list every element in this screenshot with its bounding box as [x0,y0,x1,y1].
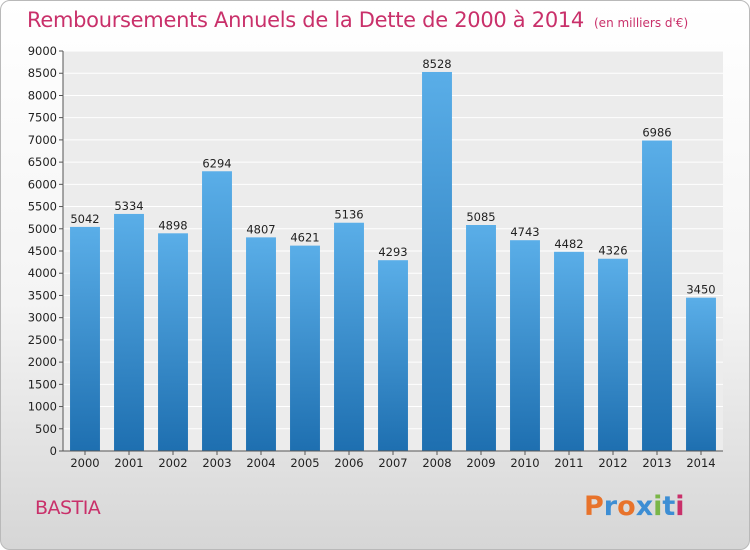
data-label-2002: 4898 [158,218,187,232]
data-label-2000: 5042 [70,212,99,226]
logo-letter: i [653,491,663,522]
y-tick-label: 3000 [28,311,57,325]
chart-title: Remboursements Annuels de la Dette de 20… [27,8,688,32]
logo-letter: i [675,491,685,522]
x-tick-label: 2011 [554,456,583,470]
y-axis: 0 500 1000 1500 2000 2500 3000 3500 4000 4500 5000… [28,44,64,458]
x-tick-label: 2000 [70,456,99,470]
bar-2001 [114,213,144,451]
data-label-2013: 6986 [642,126,671,140]
y-tick-label: 7500 [28,111,57,125]
y-tick-label: 2000 [28,355,57,369]
bar-2000 [70,226,100,451]
y-tick-label: 3500 [28,288,57,302]
data-label-2006: 5136 [334,208,363,222]
logo-letter: r [603,491,618,522]
commune-name: BASTIA [35,497,101,519]
logo-letter: P [584,491,604,522]
y-tick-label: 0 [50,444,57,458]
bar-2009 [466,225,496,451]
x-tick-label: 2014 [686,456,715,470]
x-tick-label: 2005 [290,456,319,470]
y-tick-label: 8500 [28,66,57,80]
x-tick-label: 2001 [114,456,143,470]
y-tick-label: 4500 [28,244,57,258]
data-label-2007: 4293 [378,245,407,259]
x-tick-label: 2009 [466,456,495,470]
y-tick-label: 2500 [28,333,57,347]
data-label-2005: 4621 [290,231,319,245]
y-tick-label: 5000 [28,222,57,236]
x-tick-label: 2010 [510,456,539,470]
data-label-2012: 4326 [598,244,627,258]
data-label-2010: 4743 [510,225,539,239]
data-label-2009: 5085 [466,210,495,224]
data-label-2003: 6294 [202,156,231,170]
bar-2010 [510,240,540,451]
y-tick-label: 9000 [28,44,57,58]
bar-2014 [686,297,716,451]
bar-2007 [378,260,408,451]
x-tick-label: 2012 [598,456,627,470]
y-tick-label: 6000 [28,177,57,191]
x-tick-label: 2002 [158,456,187,470]
y-tick-label: 500 [35,422,57,436]
x-tick-label: 2006 [334,456,363,470]
bar-2012 [598,258,628,451]
chart-title-text: Remboursements Annuels de la Dette de 20… [27,8,584,32]
data-label-2011: 4482 [554,237,583,251]
x-axis: 2000 2001 2002 2003 2004 2005 2006 2007 2008 2009… [63,450,723,470]
y-tick-label: 7000 [28,133,57,147]
proxiti-logo[interactable]: Proxiti [584,491,685,522]
y-tick-label: 5500 [28,200,57,214]
logo-letter: t [662,491,676,522]
bar-2013 [642,140,672,451]
y-tick-label: 8000 [28,88,57,102]
x-tick-label: 2004 [246,456,275,470]
data-label-2004: 4807 [246,222,275,236]
x-tick-label: 2003 [202,456,231,470]
bar-2011 [554,251,584,451]
data-label-2001: 5334 [114,199,143,213]
y-tick-label: 4000 [28,266,57,280]
y-tick-label: 1500 [28,377,57,391]
chart-subtitle: (en milliers d'€) [594,16,689,30]
bar-2006 [334,222,364,451]
bars: 5042 5334 4898 6294 4807 4621 5136 4293 8528 5085… [70,57,716,451]
bar-2005 [290,245,320,451]
y-tick-label: 6500 [28,155,57,169]
logo-letter: x [635,491,654,522]
x-tick-label: 2007 [378,456,407,470]
logo-letter: o [617,491,636,522]
x-tick-label: 2008 [422,456,451,470]
bar-2002 [158,233,188,451]
bar-2008 [422,71,452,451]
bar-2004 [246,237,276,451]
data-label-2014: 3450 [686,283,715,297]
x-tick-label: 2013 [642,456,671,470]
y-tick-label: 1000 [28,400,57,414]
bar-2003 [202,171,232,451]
data-label-2008: 8528 [422,57,451,71]
